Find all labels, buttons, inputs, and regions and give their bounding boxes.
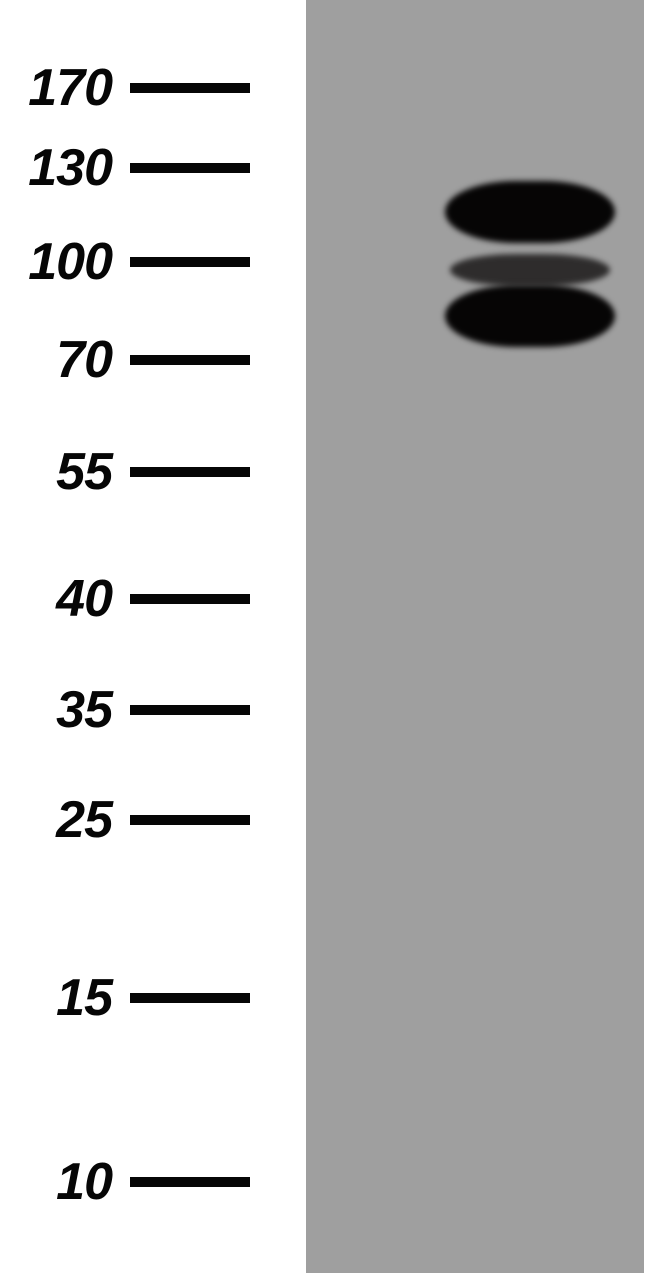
ladder-tick [130, 993, 250, 1003]
ladder-label: 10 [0, 1152, 130, 1212]
ladder-marker-70: 70 [0, 340, 300, 380]
ladder-label: 40 [0, 569, 130, 629]
ladder-tick [130, 83, 250, 93]
ladder-tick [130, 467, 250, 477]
ladder-marker-170: 170 [0, 68, 300, 108]
ladder-label: 70 [0, 330, 130, 390]
ladder-label: 130 [0, 138, 130, 198]
ladder-marker-100: 100 [0, 242, 300, 282]
ladder-tick [130, 815, 250, 825]
protein-band [445, 181, 615, 243]
ladder-marker-25: 25 [0, 800, 300, 840]
ladder-marker-15: 15 [0, 978, 300, 1018]
ladder-label: 55 [0, 442, 130, 502]
ladder-tick [130, 1177, 250, 1187]
ladder-marker-55: 55 [0, 452, 300, 492]
ladder-marker-40: 40 [0, 579, 300, 619]
ladder-marker-35: 35 [0, 690, 300, 730]
western-blot-figure: 170 130 100 70 55 40 35 25 [0, 0, 650, 1273]
ladder-label: 35 [0, 680, 130, 740]
ladder-tick [130, 163, 250, 173]
ladder-tick [130, 705, 250, 715]
ladder-label: 170 [0, 58, 130, 118]
ladder-tick [130, 355, 250, 365]
ladder-marker-10: 10 [0, 1162, 300, 1202]
protein-band [445, 285, 615, 347]
protein-band [450, 254, 610, 286]
ladder-label: 15 [0, 968, 130, 1028]
ladder-label: 100 [0, 232, 130, 292]
ladder-marker-130: 130 [0, 148, 300, 188]
molecular-weight-ladder: 170 130 100 70 55 40 35 25 [0, 0, 300, 1273]
ladder-tick [130, 257, 250, 267]
ladder-tick [130, 594, 250, 604]
blot-membrane [306, 0, 644, 1273]
ladder-label: 25 [0, 790, 130, 850]
